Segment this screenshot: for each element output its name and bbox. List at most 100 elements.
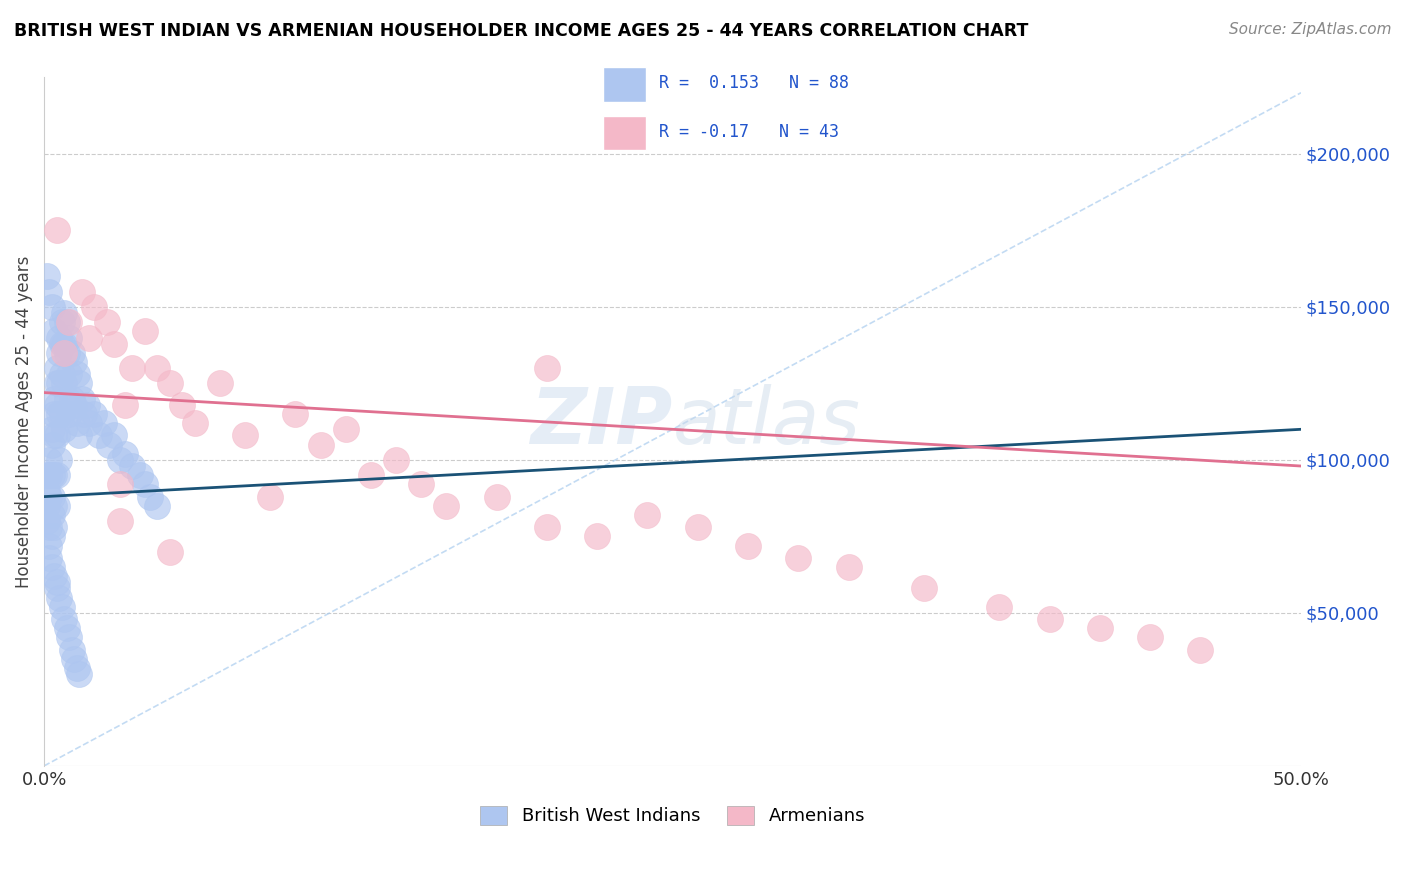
Point xyxy=(44,392,66,406)
Point xyxy=(48,453,70,467)
Point xyxy=(38,539,60,553)
Point xyxy=(55,392,77,406)
Point xyxy=(988,599,1011,614)
Point xyxy=(360,468,382,483)
Point xyxy=(121,458,143,473)
Point xyxy=(48,407,70,421)
Point xyxy=(44,468,66,483)
Point xyxy=(45,361,67,376)
Point xyxy=(41,508,63,522)
Point xyxy=(53,336,76,351)
Point xyxy=(79,416,101,430)
Point xyxy=(45,582,67,596)
Point xyxy=(45,575,67,590)
Point xyxy=(233,428,256,442)
Point xyxy=(55,346,77,360)
Text: R = -0.17   N = 43: R = -0.17 N = 43 xyxy=(658,123,838,141)
Point xyxy=(485,490,508,504)
Point xyxy=(35,468,58,483)
Point xyxy=(53,422,76,436)
Point xyxy=(51,315,73,329)
Point xyxy=(146,499,169,513)
FancyBboxPatch shape xyxy=(603,116,647,150)
Point xyxy=(44,407,66,421)
Point xyxy=(114,447,136,461)
Point xyxy=(63,355,86,369)
Point xyxy=(45,376,67,391)
Point xyxy=(67,428,90,442)
Point xyxy=(108,477,131,491)
Point xyxy=(335,422,357,436)
Point xyxy=(73,407,96,421)
Legend: British West Indians, Armenians: British West Indians, Armenians xyxy=(472,798,872,832)
Point xyxy=(385,453,408,467)
Point xyxy=(1088,621,1111,635)
Point xyxy=(586,529,609,543)
Point xyxy=(209,376,232,391)
Point xyxy=(1139,631,1161,645)
Point xyxy=(309,437,332,451)
Point xyxy=(35,483,58,498)
Text: ZIP: ZIP xyxy=(530,384,672,459)
Point xyxy=(96,315,118,329)
Point xyxy=(138,490,160,504)
Point xyxy=(114,398,136,412)
Point xyxy=(83,407,105,421)
Point xyxy=(787,550,810,565)
Point xyxy=(67,376,90,391)
Point xyxy=(79,330,101,344)
Point xyxy=(44,499,66,513)
Point xyxy=(60,392,83,406)
Point xyxy=(66,661,89,675)
Point xyxy=(259,490,281,504)
Point xyxy=(103,428,125,442)
Point xyxy=(44,428,66,442)
Point xyxy=(98,437,121,451)
Point xyxy=(41,437,63,451)
Point xyxy=(35,269,58,284)
Point xyxy=(58,407,80,421)
Point xyxy=(89,428,111,442)
Point xyxy=(38,285,60,299)
Point xyxy=(55,315,77,329)
Point xyxy=(38,550,60,565)
Point xyxy=(51,336,73,351)
Point xyxy=(60,642,83,657)
Point xyxy=(108,453,131,467)
Point xyxy=(159,544,181,558)
Point xyxy=(41,422,63,436)
Point xyxy=(58,330,80,344)
Point xyxy=(737,539,759,553)
Point xyxy=(48,376,70,391)
Point xyxy=(838,560,860,574)
Point xyxy=(35,499,58,513)
FancyBboxPatch shape xyxy=(603,68,647,102)
Point xyxy=(41,560,63,574)
Point xyxy=(38,520,60,534)
Point xyxy=(44,569,66,583)
Text: atlas: atlas xyxy=(672,384,860,459)
Point xyxy=(41,300,63,314)
Point xyxy=(45,468,67,483)
Point xyxy=(45,398,67,412)
Point xyxy=(159,376,181,391)
Point xyxy=(134,477,156,491)
Point xyxy=(48,330,70,344)
Point xyxy=(58,631,80,645)
Point xyxy=(76,398,98,412)
Point xyxy=(38,490,60,504)
Point xyxy=(44,520,66,534)
Point xyxy=(38,468,60,483)
Point xyxy=(35,514,58,528)
Point xyxy=(38,453,60,467)
Text: BRITISH WEST INDIAN VS ARMENIAN HOUSEHOLDER INCOME AGES 25 - 44 YEARS CORRELATIO: BRITISH WEST INDIAN VS ARMENIAN HOUSEHOL… xyxy=(14,22,1028,40)
Point xyxy=(48,346,70,360)
Point xyxy=(83,300,105,314)
Point xyxy=(128,468,150,483)
Point xyxy=(434,499,457,513)
Point xyxy=(636,508,658,522)
Point xyxy=(55,621,77,635)
Point xyxy=(45,499,67,513)
Point xyxy=(121,361,143,376)
Point xyxy=(51,599,73,614)
